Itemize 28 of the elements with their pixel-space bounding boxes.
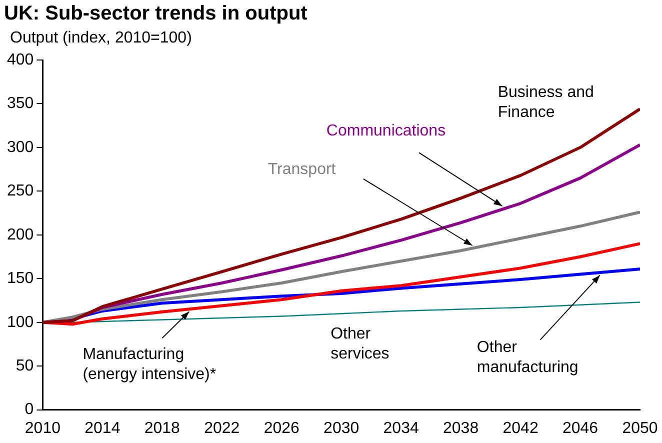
x-tick-label: 2038 — [443, 420, 479, 437]
x-tick-label: 2042 — [502, 420, 538, 437]
y-tick-label: 400 — [6, 51, 34, 68]
x-tick-label: 2026 — [264, 420, 300, 437]
text: Transport — [268, 160, 336, 178]
x-tick-label: 2022 — [204, 420, 240, 437]
series-label: Manufacturing (energy intensive)* — [82, 346, 216, 384]
y-tick-label: 100 — [6, 314, 34, 331]
series-label: Business and Finance — [498, 84, 594, 121]
text: Communications — [326, 122, 446, 140]
y-axis-title: Output (index, 2010=100) — [10, 29, 192, 46]
x-tick-label: 2034 — [383, 420, 419, 437]
x-tick-label: 2018 — [144, 420, 180, 437]
x-tick-label: 2050 — [622, 420, 658, 437]
y-tick-label: 350 — [6, 95, 34, 112]
y-tick-label: 50 — [16, 357, 34, 374]
y-tick-label: 300 — [6, 138, 34, 156]
x-tick-label: 2010 — [24, 420, 61, 437]
x-tick-label: 2030 — [324, 420, 360, 437]
x-tick-label: 2014 — [84, 420, 120, 437]
y-tick-label: 150 — [6, 270, 34, 288]
chart-title: UK: Sub-sector trends in output — [4, 2, 308, 25]
text: Other manufacturing — [476, 339, 578, 376]
x-tick-label: 2046 — [562, 420, 598, 437]
y-tick-label: 200 — [6, 226, 34, 244]
y-tick-label: 250 — [6, 182, 34, 200]
y-tick-label: 0 — [24, 401, 34, 418]
series-label: Other services — [330, 325, 390, 362]
